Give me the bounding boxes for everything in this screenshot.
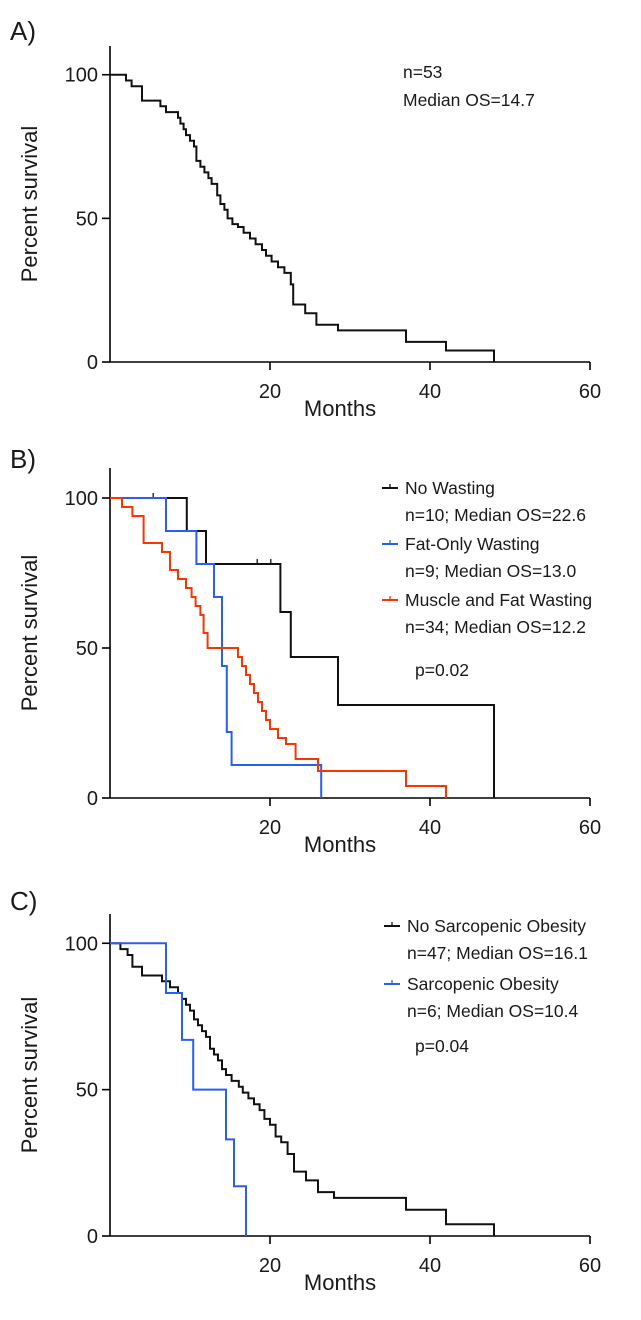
y-tick-label: 0 xyxy=(87,1226,98,1248)
chart-panel-2: B) 0 50 100 20 40 60 Months Percent survival No W… xyxy=(10,444,601,857)
y-tick-label: 0 xyxy=(87,352,98,374)
x-tick-label: 60 xyxy=(579,1255,601,1277)
km-curve-fat-only-wasting xyxy=(110,497,323,798)
km-curve-muscle-and-fat-wasting xyxy=(110,497,447,798)
y-tick-label: 50 xyxy=(76,208,98,230)
y-axis-title: Percent survival xyxy=(17,555,42,712)
panel-label: B) xyxy=(10,444,36,474)
legend-label: Muscle and Fat Wasting xyxy=(405,590,592,610)
legend-label: Fat-Only Wasting xyxy=(405,534,540,554)
chart-panel-3: C) 0 50 100 20 40 60 Months Percent survival No S… xyxy=(10,886,601,1295)
km-curve-no-sarcopenic-obesity xyxy=(110,942,495,1236)
legend-detail: n=47; Median OS=16.1 xyxy=(407,943,588,963)
y-tick-label: 100 xyxy=(65,933,98,955)
legend-detail: n=34; Median OS=12.2 xyxy=(405,617,586,637)
legend-detail: n=9; Median OS=13.0 xyxy=(405,561,576,581)
x-tick-label: 20 xyxy=(259,381,281,403)
x-tick-label: 40 xyxy=(419,817,441,839)
legend-label: No Sarcopenic Obesity xyxy=(407,916,586,936)
y-axis-title: Percent survival xyxy=(17,126,42,283)
y-tick-label: 0 xyxy=(87,788,98,810)
x-axis-title: Months xyxy=(304,1270,376,1295)
y-tick-label: 100 xyxy=(65,488,98,510)
legend-detail: n=6; Median OS=10.4 xyxy=(407,1001,578,1021)
y-tick-label: 100 xyxy=(65,65,98,87)
legend-label: Sarcopenic Obesity xyxy=(407,974,559,994)
chart-annotation: p=0.02 xyxy=(415,660,469,680)
y-axis-title: Percent survival xyxy=(17,997,42,1154)
legend-label: No Wasting xyxy=(405,478,495,498)
x-tick-label: 40 xyxy=(419,1255,441,1277)
x-tick-label: 40 xyxy=(419,381,441,403)
chart-annotation: n=53 xyxy=(403,62,442,82)
x-axis-title: Months xyxy=(304,396,376,421)
km-curve-sarcopenic-obesity xyxy=(110,942,247,1236)
chart-annotation: p=0.04 xyxy=(415,1036,469,1056)
panel-label: A) xyxy=(10,16,36,46)
km-curve-overall xyxy=(110,73,495,362)
x-tick-label: 20 xyxy=(259,817,281,839)
x-axis-title: Months xyxy=(304,832,376,857)
legend-detail: n=10; Median OS=22.6 xyxy=(405,505,586,525)
y-tick-label: 50 xyxy=(76,1080,98,1102)
chart-annotation: Median OS=14.7 xyxy=(403,90,535,110)
chart-panel-1: A) 0 50 100 20 40 60 Months Percent survival n=53… xyxy=(10,16,601,421)
y-tick-label: 50 xyxy=(76,638,98,660)
panel-label: C) xyxy=(10,886,37,916)
x-tick-label: 20 xyxy=(259,1255,281,1277)
x-tick-label: 60 xyxy=(579,817,601,839)
x-tick-label: 60 xyxy=(579,381,601,403)
